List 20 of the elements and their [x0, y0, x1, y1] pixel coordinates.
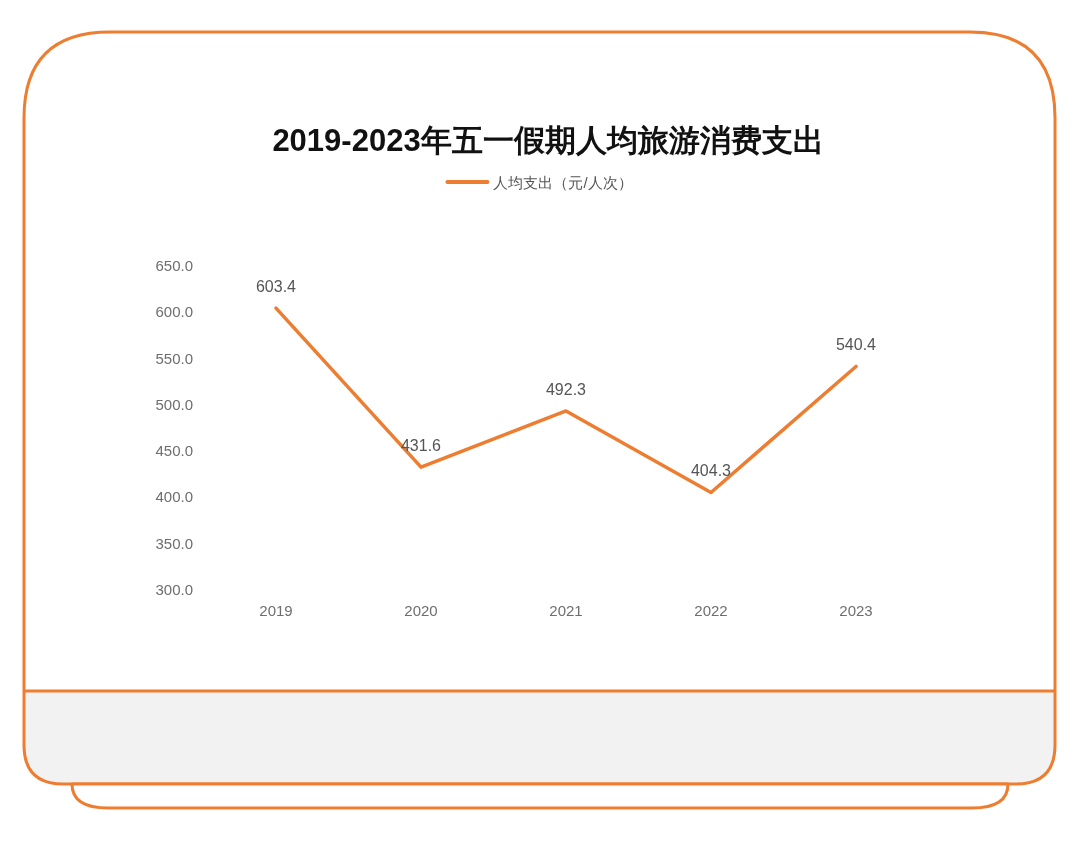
y-tick-label: 550.0 — [155, 349, 193, 367]
x-tick-label: 2023 — [839, 601, 873, 619]
data-label: 540.4 — [835, 335, 877, 353]
x-tick-label: 2019 — [259, 601, 293, 619]
x-tick-label: 2020 — [404, 601, 438, 619]
y-tick-label: 500.0 — [155, 395, 193, 413]
x-tick-label: 2022 — [694, 601, 728, 619]
y-tick-label: 400.0 — [155, 487, 193, 505]
y-tick-label: 350.0 — [155, 534, 193, 552]
y-tick-label: 600.0 — [155, 302, 193, 320]
x-tick-label: 2021 — [549, 601, 583, 619]
data-label: 492.3 — [545, 380, 587, 398]
y-tick-label: 300.0 — [155, 580, 193, 598]
chart-title: 2019-2023年五一假期人均旅游消费支出 — [272, 123, 824, 158]
legend-label: 人均支出（元/人次） — [493, 173, 633, 191]
y-tick-label: 650.0 — [155, 256, 193, 274]
data-label: 603.4 — [255, 277, 297, 295]
data-label: 404.3 — [690, 461, 732, 479]
y-tick-label: 450.0 — [155, 441, 193, 459]
data-label: 431.6 — [400, 436, 442, 454]
